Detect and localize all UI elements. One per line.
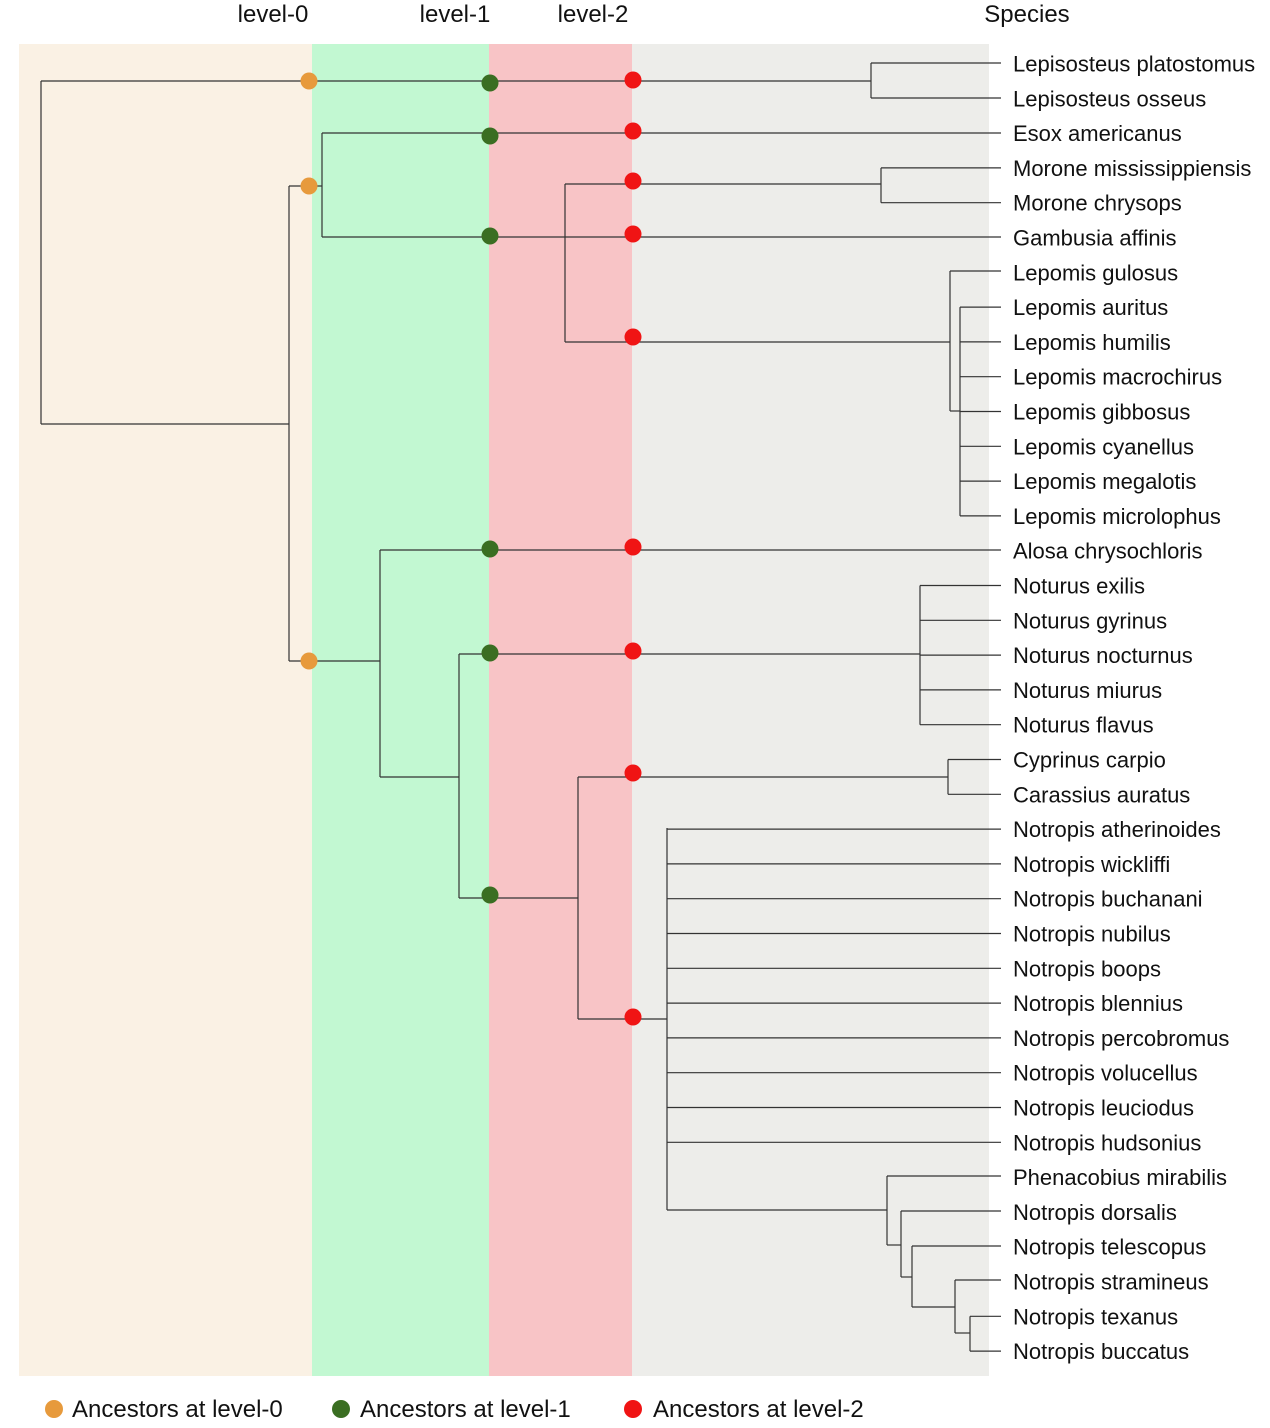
ancestor-dot-level-1 <box>481 227 499 245</box>
ancestor-dot-level-1 <box>481 886 499 904</box>
band-level-2 <box>489 44 632 1376</box>
ancestor-dot-level-2 <box>624 1008 642 1026</box>
species-label: Noturus flavus <box>1013 713 1154 738</box>
species-label: Esox americanus <box>1013 121 1182 146</box>
ancestor-dot-level-0 <box>300 177 318 195</box>
legend: Ancestors at level-0 Ancestors at level-… <box>45 1396 864 1423</box>
species-label: Carassius auratus <box>1013 782 1190 807</box>
header-species: Species <box>984 1 1069 28</box>
species-label: Notropis buccatus <box>1013 1339 1189 1364</box>
legend-dot-level-1 <box>332 1400 350 1418</box>
species-label: Notropis hudsonius <box>1013 1130 1201 1155</box>
header-level-1: level-1 <box>420 1 491 28</box>
legend-dot-level-2 <box>624 1400 642 1418</box>
species-label: Gambusia affinis <box>1013 226 1176 251</box>
species-label: Notropis leuciodus <box>1013 1096 1194 1121</box>
header-level-0: level-0 <box>238 1 309 28</box>
species-labels: Lepisosteus platostomus Lepisosteus osseu… <box>1013 52 1255 1365</box>
legend-label-level-1: Ancestors at level-1 <box>360 1396 571 1423</box>
ancestor-dot-level-1 <box>481 644 499 662</box>
tree-branches <box>40 62 1001 1352</box>
species-label: Lepomis microlophus <box>1013 504 1221 529</box>
species-label: Notropis telescopus <box>1013 1235 1206 1260</box>
ancestor-dot-level-2 <box>624 225 642 243</box>
species-label: Lepomis megalotis <box>1013 469 1196 494</box>
legend-dot-level-0 <box>45 1400 63 1418</box>
header-level-2: level-2 <box>558 1 629 28</box>
species-label: Lepisosteus platostomus <box>1013 52 1255 77</box>
ancestor-dot-level-2 <box>624 172 642 190</box>
species-label: Notropis dorsalis <box>1013 1200 1177 1225</box>
band-level-0 <box>19 44 312 1376</box>
ancestor-dot-level-1 <box>481 74 499 92</box>
ancestor-dot-level-2 <box>624 328 642 346</box>
species-label: Cyprinus carpio <box>1013 748 1166 773</box>
species-label: Lepomis auritus <box>1013 295 1168 320</box>
species-label: Lepomis macrochirus <box>1013 365 1222 390</box>
species-label: Notropis boops <box>1013 956 1161 981</box>
species-label: Notropis texanus <box>1013 1304 1178 1329</box>
species-label: Morone chrysops <box>1013 191 1182 216</box>
species-label: Notropis wickliffi <box>1013 852 1170 877</box>
species-label: Lepomis humilis <box>1013 330 1171 355</box>
ancestor-dot-level-1 <box>481 540 499 558</box>
species-label: Notropis percobromus <box>1013 1026 1229 1051</box>
legend-label-level-2: Ancestors at level-2 <box>653 1396 864 1423</box>
species-label: Lepisosteus osseus <box>1013 86 1206 111</box>
band-species <box>632 44 989 1376</box>
species-label: Lepomis cyanellus <box>1013 434 1194 459</box>
species-label: Morone mississippiensis <box>1013 156 1251 181</box>
ancestor-dot-level-2 <box>624 538 642 556</box>
species-label: Phenacobius mirabilis <box>1013 1165 1227 1190</box>
species-label: Noturus exilis <box>1013 574 1145 599</box>
ancestor-dot-level-2 <box>624 71 642 89</box>
ancestor-dot-level-0 <box>300 72 318 90</box>
species-label: Lepomis gibbosus <box>1013 400 1190 425</box>
species-label: Notropis atherinoides <box>1013 817 1221 842</box>
species-label: Notropis blennius <box>1013 991 1183 1016</box>
species-label: Lepomis gulosus <box>1013 260 1178 285</box>
species-label: Notropis buchanani <box>1013 887 1203 912</box>
ancestor-dot-level-0 <box>300 652 318 670</box>
ancestor-dot-level-2 <box>624 764 642 782</box>
band-level-1 <box>312 44 489 1376</box>
species-label: Noturus nocturnus <box>1013 643 1193 668</box>
species-label: Notropis stramineus <box>1013 1270 1209 1295</box>
ancestor-dot-level-2 <box>624 642 642 660</box>
species-label: Notropis volucellus <box>1013 1061 1198 1086</box>
species-label: Notropis nubilus <box>1013 922 1171 947</box>
species-label: Alosa chrysochloris <box>1013 539 1203 564</box>
ancestor-dot-level-1 <box>481 127 499 145</box>
ancestor-dots <box>300 71 642 1026</box>
species-label: Noturus gyrinus <box>1013 608 1167 633</box>
legend-label-level-0: Ancestors at level-0 <box>72 1396 283 1423</box>
species-label: Noturus miurus <box>1013 678 1162 703</box>
ancestor-dot-level-2 <box>624 122 642 140</box>
